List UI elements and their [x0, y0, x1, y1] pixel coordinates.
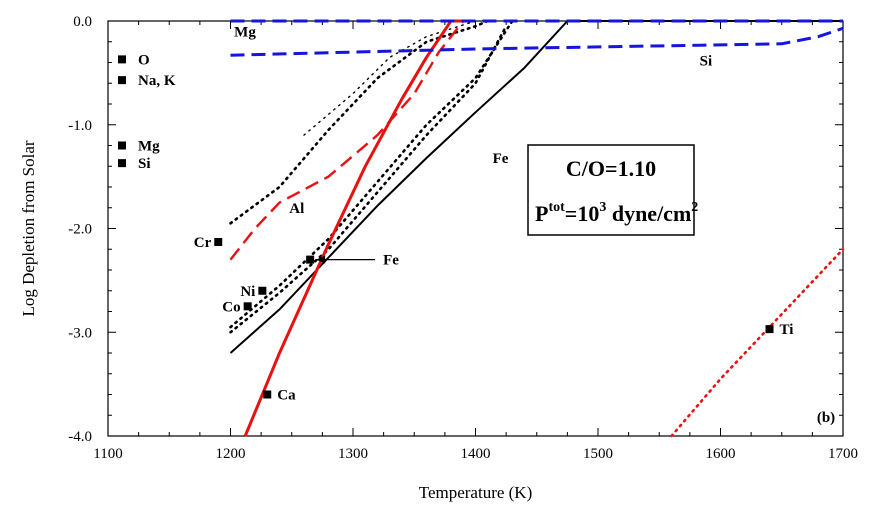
y-tick-label: -1.0	[68, 118, 92, 134]
x-tick-label: 1200	[216, 446, 246, 462]
series-layer	[229, 19, 845, 438]
annotation-box-frame	[527, 144, 695, 236]
marker-ca	[263, 390, 272, 399]
x-axis-title: Temperature (K)	[419, 483, 533, 502]
solar-marker	[118, 76, 126, 85]
marker-label-ni: Ni	[240, 284, 255, 300]
x-tick-label: 1500	[583, 446, 613, 462]
panel-label: (b)	[817, 410, 835, 426]
series-line-9	[230, 26, 844, 57]
solar-marker	[118, 141, 126, 150]
fe-arrow-head	[316, 255, 326, 264]
series-line-1	[229, 19, 514, 329]
series-line-2	[229, 24, 508, 334]
series-line-5	[243, 19, 476, 437]
solar-marker-label: Na, K	[138, 73, 176, 89]
pressure-eq: =10	[565, 201, 600, 226]
solar-marker-label: Si	[138, 156, 151, 172]
series-line-3	[229, 19, 490, 225]
curve-label-al: Al	[289, 201, 304, 217]
curve-label-fe: Fe	[493, 151, 509, 167]
marker-label-cr: Cr	[194, 235, 212, 251]
solar-marker	[118, 55, 126, 64]
marker-label-ca: Ca	[277, 388, 296, 404]
co-ratio-text: C/O=1.10	[566, 156, 656, 181]
curve-label-mg: Mg	[234, 25, 256, 41]
markers-layer	[118, 55, 774, 399]
pressure-text: Ptot=103 dyne/cm2	[535, 200, 698, 226]
solar-marker	[118, 159, 126, 168]
x-tick-label: 1300	[338, 446, 368, 462]
pressure-p: P	[535, 201, 548, 226]
series-line-0	[229, 20, 843, 354]
solar-marker-label: Mg	[138, 139, 160, 155]
marker-co	[243, 302, 252, 311]
y-tick-label: -3.0	[68, 325, 92, 341]
y-axis-title: Log Depletion from Solar	[19, 140, 38, 316]
marker-label-co: Co	[222, 299, 240, 315]
curve-label-si: Si	[700, 54, 713, 70]
x-tick-label: 1700	[828, 446, 858, 462]
series-line-7	[670, 248, 845, 438]
annotation-box: C/O=1.10 Ptot=103 dyne/cm2	[527, 144, 698, 236]
x-tick-label: 1100	[93, 446, 122, 462]
x-tick-label: 1400	[461, 446, 491, 462]
marker-ni	[258, 286, 267, 295]
marker-ti	[765, 325, 774, 334]
pressure-sup-exp: 3	[599, 200, 606, 215]
pressure-sup-tot: tot	[548, 200, 565, 215]
solar-marker-label: O	[138, 52, 150, 68]
marker-label-fe: Fe	[383, 253, 399, 269]
series-line-6	[229, 20, 465, 261]
y-tick-label: -2.0	[68, 222, 92, 238]
pressure-sup-sq: 2	[691, 200, 698, 215]
marker-label-ti: Ti	[780, 322, 794, 338]
y-tick-label: 0.0	[73, 14, 92, 30]
marker-cr	[214, 237, 223, 246]
marker-fe	[306, 255, 315, 264]
axes: 1100 1200 1300 1400 1500 1600 1700 0.0 -1.0 -2.0 -…	[19, 14, 858, 502]
x-tick-label: 1600	[706, 446, 736, 462]
y-tick-label: -4.0	[68, 429, 92, 445]
pressure-units: dyne/cm	[606, 201, 691, 226]
